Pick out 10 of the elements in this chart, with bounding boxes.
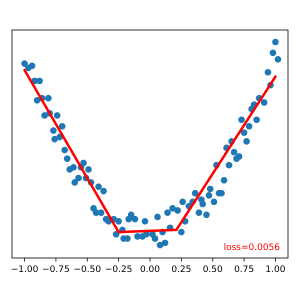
x-tick-label: −0.50	[73, 265, 102, 275]
x-tick-label: 1.00	[265, 265, 286, 275]
x-tick-label: −0.75	[42, 265, 70, 275]
annotation: loss=0.0056	[224, 243, 280, 253]
x-tick-label: 0.25	[171, 265, 192, 275]
x-tick-label: −1.00	[10, 265, 39, 275]
x-tick-label: 0.75	[234, 265, 254, 275]
x-tick-label: 0.00	[140, 265, 160, 275]
x-tick-label: 0.50	[202, 265, 224, 275]
x-tick-label: −0.25	[104, 265, 132, 275]
